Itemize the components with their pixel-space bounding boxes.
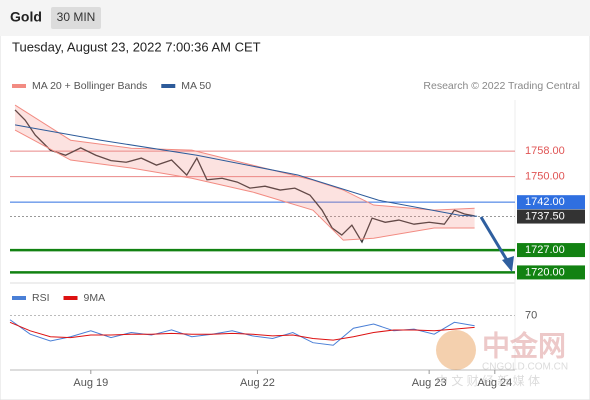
credit: Research © 2022 Trading Central xyxy=(423,80,580,92)
watermark-url: CNGOLD.COM.CN xyxy=(482,362,568,373)
indicator-line xyxy=(14,124,478,217)
timeframe-box xyxy=(51,7,101,29)
bollinger-band-fill xyxy=(15,105,475,241)
timestamp: Tuesday, August 23, 2022 7:00:36 AM CET xyxy=(12,39,261,54)
x-tick-label: Aug 23 xyxy=(412,377,447,389)
level-label-box xyxy=(517,265,585,280)
indicator-line xyxy=(9,321,475,341)
legend-swatch xyxy=(12,84,26,88)
level-label: 1727.00 xyxy=(525,244,565,256)
level-label: 1737.50 xyxy=(525,210,565,222)
legend-label: 9MA xyxy=(84,292,106,304)
watermark-logo-mark xyxy=(436,330,476,370)
legend-swatch xyxy=(63,296,78,300)
x-tick-label: Aug 24 xyxy=(477,377,512,389)
level-label: 1742.00 xyxy=(525,196,565,208)
legend-label: MA 20 + Bollinger Bands xyxy=(32,80,147,92)
level-label: 1750.00 xyxy=(525,171,565,183)
x-tick-label: Aug 22 xyxy=(240,377,275,389)
forecast-arrow xyxy=(479,216,510,263)
price-line xyxy=(14,109,475,244)
timeframe: 30 MIN xyxy=(57,10,96,24)
watermark-slogan: 中 文 财 经 新 媒 体 xyxy=(436,373,540,388)
legend-label: MA 50 xyxy=(181,80,211,92)
forecast-arrowhead xyxy=(502,256,514,272)
watermark: 中金网 CNGOLD.COM.CN 中 文 财 经 新 媒 体 xyxy=(436,329,568,388)
level-label: 1720.00 xyxy=(525,266,565,278)
y-tick-label: 70 xyxy=(525,309,537,321)
level-label-box xyxy=(517,243,585,258)
level-label-box xyxy=(517,195,585,210)
legend-label: RSI xyxy=(32,292,50,304)
bollinger-lower xyxy=(14,129,475,241)
legend-swatch xyxy=(12,296,26,300)
legend-swatch xyxy=(161,84,176,88)
x-tick-label: Aug 19 xyxy=(73,377,108,389)
instrument: Gold xyxy=(10,9,42,25)
watermark-logo: 中金网 xyxy=(482,329,566,361)
level-label-box xyxy=(517,209,585,224)
level-label: 1758.00 xyxy=(525,145,565,157)
bollinger-upper xyxy=(14,104,475,211)
